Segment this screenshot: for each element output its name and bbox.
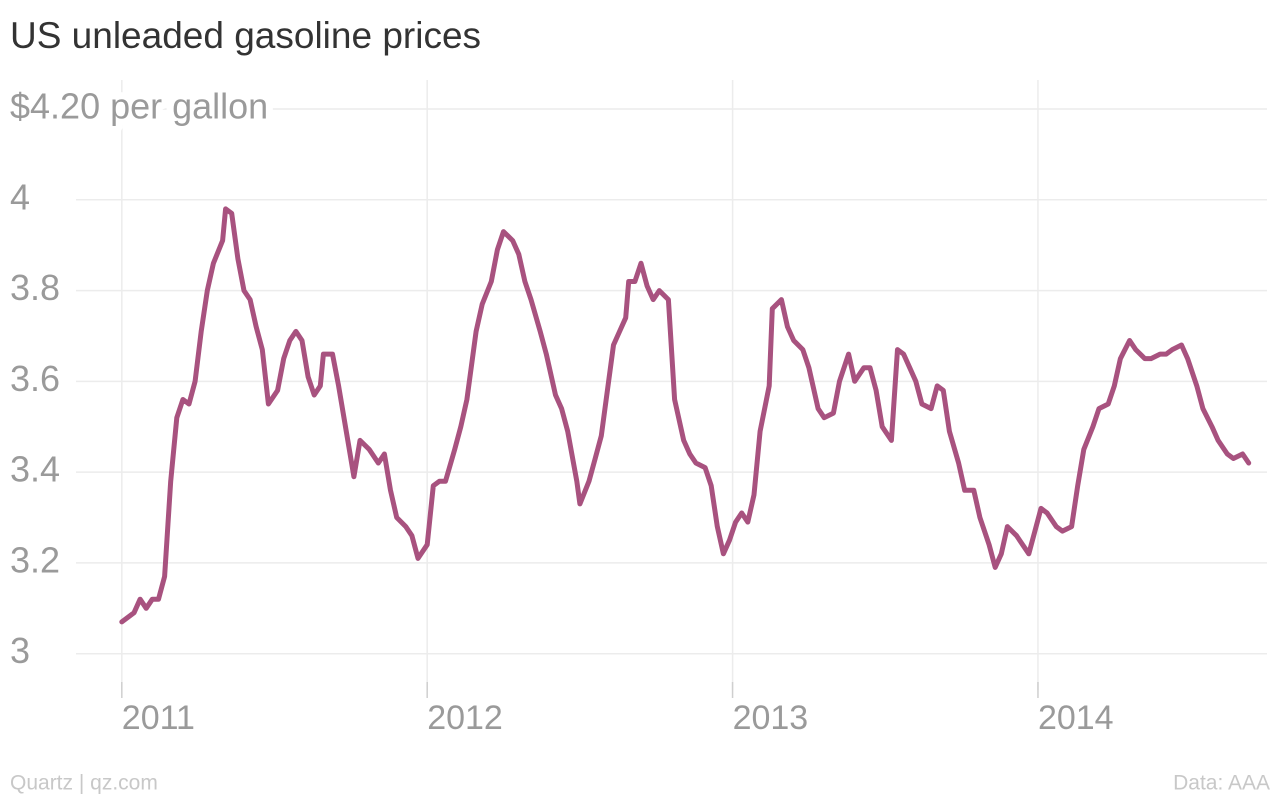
x-tick-label: 2011 [122,699,195,737]
source: Quartz | qz.com [10,772,158,795]
price-line [119,206,1252,625]
grid [76,80,1267,690]
y-tick-label: 4 [10,176,30,217]
y-tick-label: 3.8 [10,267,60,308]
x-tick-label: 2013 [733,699,809,737]
y-tick-label: $4.20 per gallon [10,86,268,127]
y-tick-label: 3.6 [10,358,60,399]
credit: Data: AAA [1173,772,1270,795]
chart-title: US unleaded gasoline prices [10,15,481,56]
x-tick-label: 2014 [1038,699,1114,737]
y-tick-label: 3.2 [10,539,60,580]
x-tick-label: 2012 [427,699,503,737]
y-tick-label: 3 [10,630,30,671]
y-tick-label: 3.4 [10,449,60,490]
